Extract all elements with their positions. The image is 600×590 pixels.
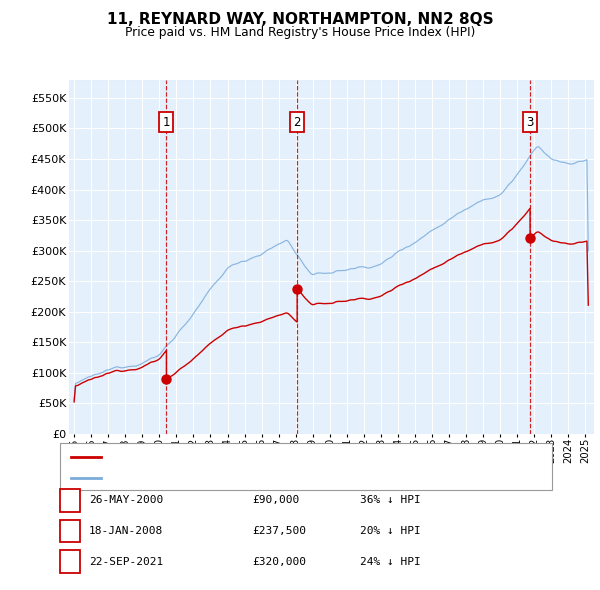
- Text: £320,000: £320,000: [252, 557, 306, 566]
- Text: £90,000: £90,000: [252, 496, 299, 505]
- Text: 1: 1: [66, 494, 74, 507]
- Text: £237,500: £237,500: [252, 526, 306, 536]
- Bar: [530, 80, 594, 434]
- Text: 18-JAN-2008: 18-JAN-2008: [89, 526, 163, 536]
- Text: Price paid vs. HM Land Registry's House Price Index (HPI): Price paid vs. HM Land Registry's House …: [125, 26, 475, 39]
- Text: HPI: Average price, detached house, West Northamptonshire: HPI: Average price, detached house, West…: [107, 473, 439, 483]
- Text: 2: 2: [293, 116, 301, 129]
- Text: 22-SEP-2021: 22-SEP-2021: [89, 557, 163, 566]
- Text: 11, REYNARD WAY, NORTHAMPTON, NN2 8QS (detached house): 11, REYNARD WAY, NORTHAMPTON, NN2 8QS (d…: [107, 452, 455, 461]
- Text: 36% ↓ HPI: 36% ↓ HPI: [360, 496, 421, 505]
- Text: 2: 2: [66, 525, 74, 537]
- Text: 26-MAY-2000: 26-MAY-2000: [89, 496, 163, 505]
- Bar: [166, 80, 296, 434]
- Bar: [296, 80, 530, 434]
- Text: 20% ↓ HPI: 20% ↓ HPI: [360, 526, 421, 536]
- Bar: [69, 80, 166, 434]
- Text: 11, REYNARD WAY, NORTHAMPTON, NN2 8QS: 11, REYNARD WAY, NORTHAMPTON, NN2 8QS: [107, 12, 493, 27]
- Text: 1: 1: [163, 116, 170, 129]
- Text: 24% ↓ HPI: 24% ↓ HPI: [360, 557, 421, 566]
- Text: 3: 3: [526, 116, 533, 129]
- Text: 3: 3: [66, 555, 74, 568]
